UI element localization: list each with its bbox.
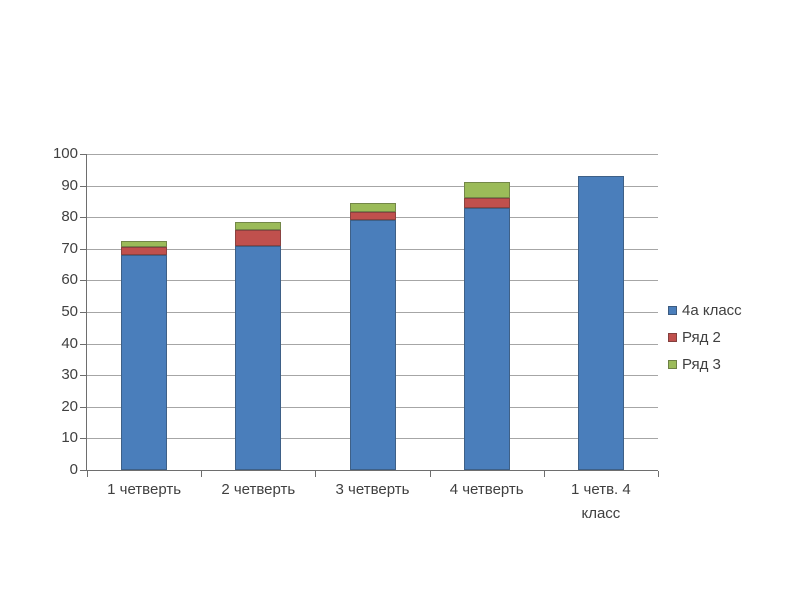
bar-segment-4а-класс xyxy=(577,176,624,470)
bar-segment-ряд-2 xyxy=(235,229,282,246)
y-axis-tick-label: 40 xyxy=(61,334,78,352)
legend-item: 4а класс xyxy=(668,299,742,321)
bar-segment-ряд-3 xyxy=(121,240,168,248)
bar-segment-4а-класс xyxy=(349,220,396,470)
y-axis-tick-label: 0 xyxy=(69,461,78,478)
y-axis-tick xyxy=(80,375,87,377)
x-axis-tick xyxy=(658,471,659,477)
y-axis-tick xyxy=(80,154,87,155)
legend-swatch xyxy=(668,359,677,369)
plot-area xyxy=(87,154,658,470)
y-axis-tick xyxy=(80,217,87,219)
y-axis-tick-label: 20 xyxy=(61,397,78,415)
x-axis-category-label: 3 четверть xyxy=(335,481,410,498)
y-axis-tick xyxy=(80,470,87,471)
legend-label: Ряд 2 xyxy=(682,328,721,346)
bar-segment-4а-класс xyxy=(235,245,282,470)
y-axis-tick-label: 10 xyxy=(61,429,78,447)
x-axis-tick xyxy=(201,471,202,477)
chart-legend: 4а класс Ряд 2 Ряд 3 xyxy=(668,299,742,380)
x-axis-tick xyxy=(315,471,316,477)
legend-label: Ряд 3 xyxy=(682,355,721,373)
legend-item: Ряд 2 xyxy=(668,326,742,348)
y-axis-tick xyxy=(80,185,87,187)
x-axis-category-label: 2 четверть xyxy=(221,481,296,498)
legend-label: 4а класс xyxy=(682,301,742,319)
y-axis-tick-label: 50 xyxy=(61,303,78,320)
y-axis-tick-label: 60 xyxy=(61,271,78,289)
x-axis-tick xyxy=(544,471,545,477)
gridline xyxy=(87,185,658,187)
y-axis-tick xyxy=(80,343,87,345)
bar-segment-4а-класс xyxy=(463,207,510,470)
y-axis-tick-label: 100 xyxy=(52,145,78,162)
legend-swatch xyxy=(668,305,677,315)
legend-item: Ряд 3 xyxy=(668,353,742,375)
y-axis-tick-label: 90 xyxy=(61,176,78,194)
y-axis-tick xyxy=(80,438,87,440)
x-axis-category-label: 4 четверть xyxy=(449,481,524,498)
bar-segment-ряд-3 xyxy=(235,221,282,230)
y-axis-tick-label: 80 xyxy=(61,208,78,226)
y-axis-tick xyxy=(80,406,87,408)
bar-segment-ряд-2 xyxy=(121,247,168,256)
bar-segment-ряд-3 xyxy=(349,203,396,213)
bar-segment-ряд-2 xyxy=(349,212,396,221)
y-axis-tick-label: 30 xyxy=(61,366,78,384)
bar-segment-ряд-2 xyxy=(463,198,510,208)
x-axis-tick xyxy=(430,471,431,477)
bar-segment-ряд-3 xyxy=(463,182,510,199)
x-axis-line xyxy=(87,470,658,471)
y-axis-tick xyxy=(80,248,87,250)
x-axis-tick xyxy=(87,471,88,477)
gridline xyxy=(87,154,658,155)
y-axis-tick xyxy=(80,312,87,313)
legend-swatch xyxy=(668,332,677,342)
y-axis-tick xyxy=(80,280,87,282)
x-axis-category-label: 1 четверть xyxy=(107,481,182,498)
bar-segment-4а-класс xyxy=(121,255,168,470)
y-axis-tick-label: 70 xyxy=(61,239,78,257)
x-axis-category-label: 1 четв. 4 класс xyxy=(571,481,631,522)
